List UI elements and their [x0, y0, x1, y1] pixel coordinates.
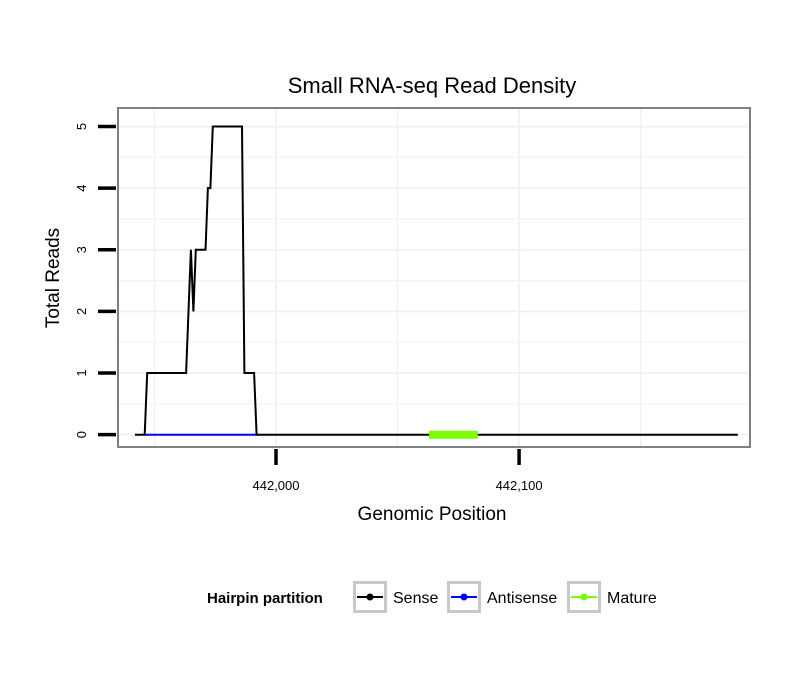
y-tick-label: 3 — [74, 246, 89, 253]
y-tick-label: 0 — [74, 431, 89, 438]
y-tick-label: 5 — [74, 123, 89, 130]
legend-label-mature: Mature — [607, 590, 657, 607]
y-axis-title: Total Reads — [43, 228, 64, 328]
series-lines — [135, 125, 738, 439]
x-axis: 442,000 442,100 — [253, 449, 543, 493]
chart-title: Small RNA-seq Read Density — [288, 73, 577, 98]
x-tick-label: 442,000 — [253, 478, 300, 493]
plot-border — [117, 107, 751, 448]
legend-label-antisense: Antisense — [487, 590, 557, 607]
series-sense-line — [135, 125, 738, 436]
legend-key-point — [580, 593, 588, 601]
y-tick-label: 4 — [74, 185, 89, 192]
legend-key-point — [366, 593, 374, 601]
y-tick-label: 1 — [74, 369, 89, 376]
legend: Hairpin partition Sense Antisense Mature — [207, 581, 657, 613]
x-tick-label: 442,100 — [496, 478, 543, 493]
y-axis: 0 1 2 3 4 5 — [74, 123, 116, 438]
legend-title: Hairpin partition — [207, 590, 323, 607]
legend-label-sense: Sense — [393, 590, 438, 607]
legend-key-antisense — [447, 581, 481, 613]
x-axis-title: Genomic Position — [358, 504, 507, 525]
legend-key-point — [460, 593, 468, 601]
plot-panel — [118, 108, 750, 447]
y-tick-label: 2 — [74, 308, 89, 315]
